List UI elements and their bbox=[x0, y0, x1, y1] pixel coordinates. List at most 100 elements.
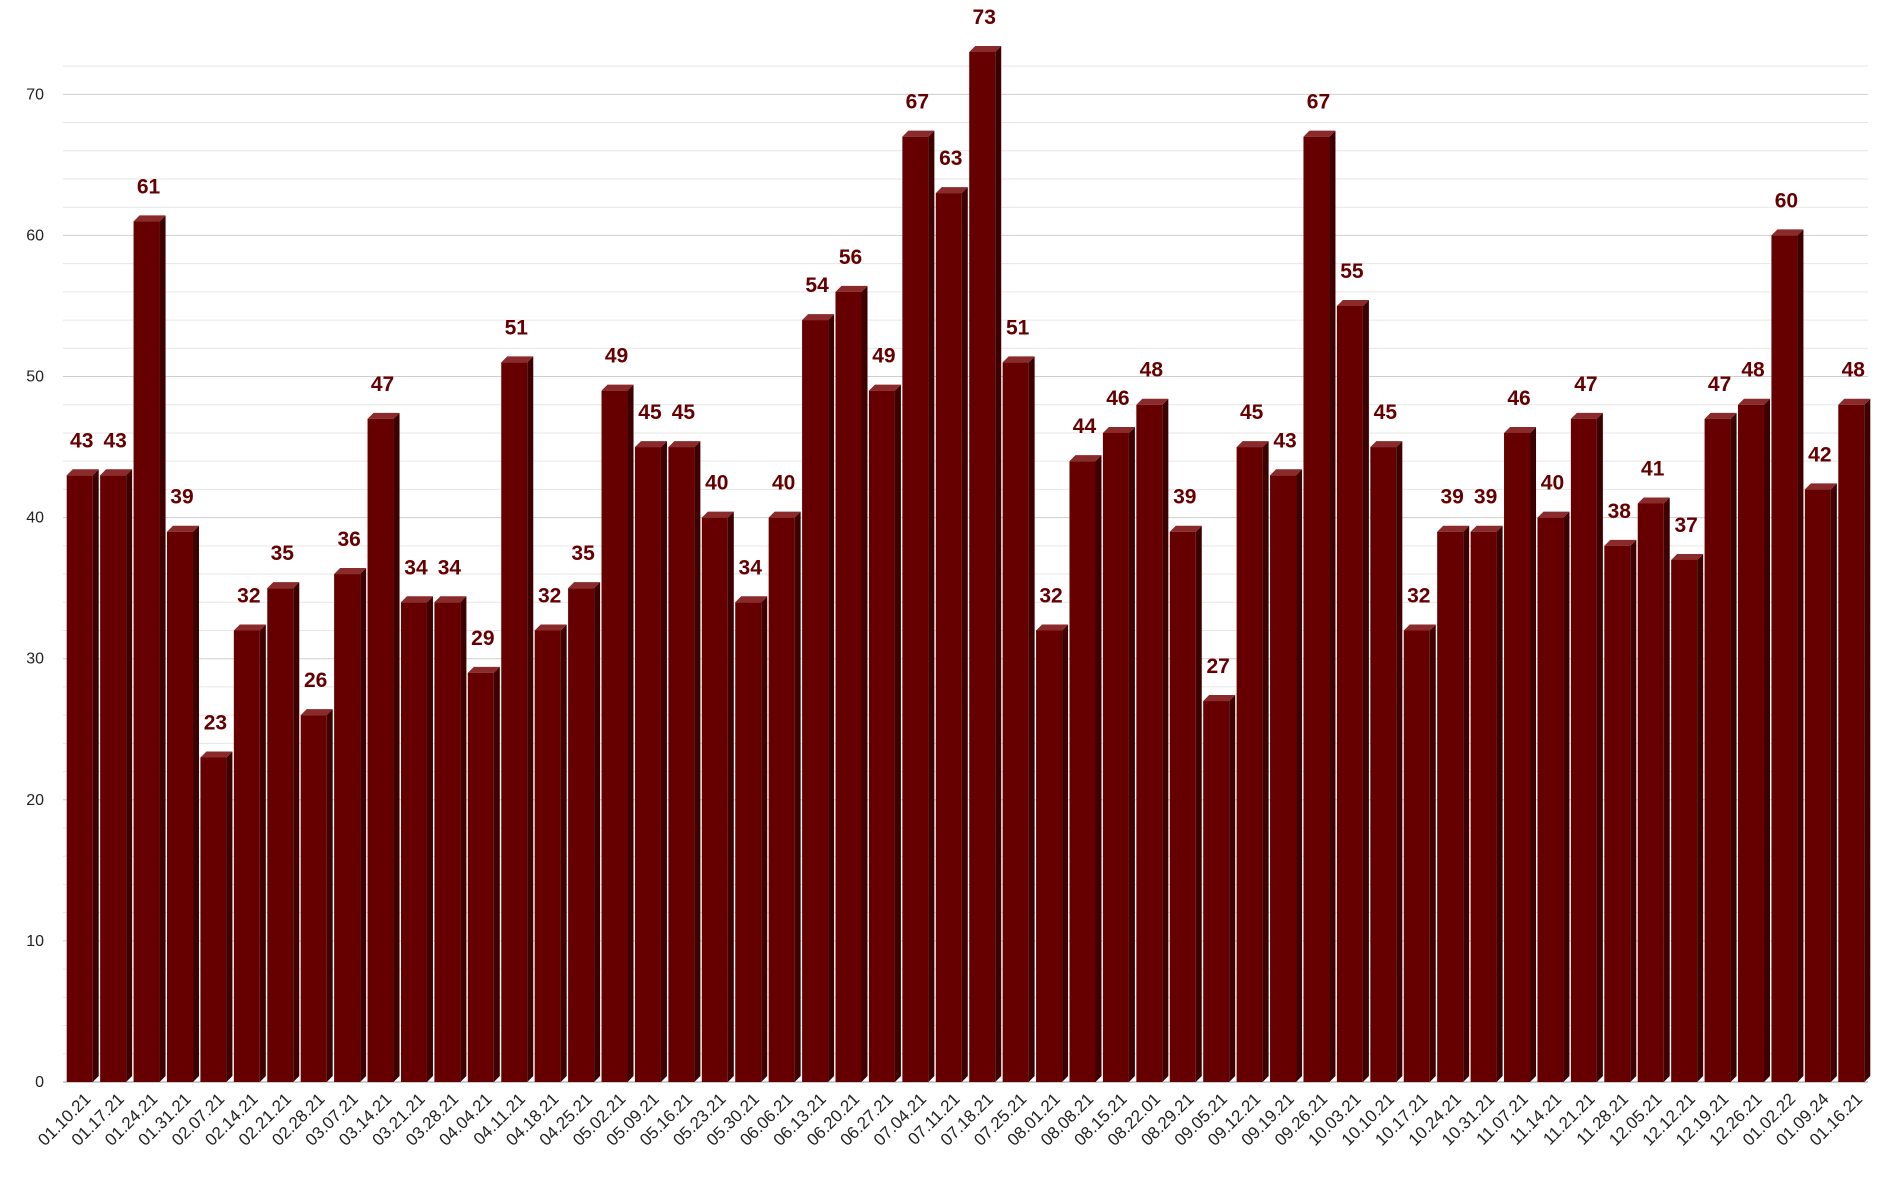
y-tick-label: 10 bbox=[26, 933, 44, 950]
bar bbox=[601, 384, 634, 1082]
bar bbox=[66, 469, 99, 1082]
data-label: 48 bbox=[1741, 359, 1765, 382]
y-tick-label: 60 bbox=[26, 227, 44, 244]
data-label: 48 bbox=[1842, 359, 1866, 382]
bar-top bbox=[1671, 553, 1704, 560]
bar-front bbox=[100, 475, 127, 1082]
data-label: 23 bbox=[204, 711, 227, 734]
data-label: 47 bbox=[1574, 373, 1597, 396]
bar bbox=[133, 215, 166, 1082]
data-label: 26 bbox=[304, 669, 327, 692]
bar-front bbox=[1236, 447, 1263, 1082]
data-label: 40 bbox=[1541, 472, 1564, 495]
bar-top bbox=[200, 751, 233, 758]
bar-side bbox=[861, 285, 868, 1082]
bar-front bbox=[1002, 362, 1029, 1082]
bar-front bbox=[66, 475, 93, 1082]
data-label: 32 bbox=[538, 584, 561, 607]
bar-top bbox=[835, 285, 868, 292]
bar-side bbox=[1697, 553, 1704, 1082]
bar-top bbox=[501, 356, 534, 363]
bar-front bbox=[1838, 404, 1865, 1082]
data-label: 32 bbox=[1407, 584, 1430, 607]
bar-front bbox=[1671, 559, 1698, 1082]
bar bbox=[1403, 624, 1436, 1082]
bar-side bbox=[1128, 426, 1135, 1083]
data-label: 39 bbox=[170, 486, 193, 509]
bar-front bbox=[133, 221, 160, 1082]
bar-top bbox=[768, 511, 801, 518]
bar-top bbox=[66, 469, 99, 476]
data-label: 35 bbox=[571, 542, 595, 565]
data-label: 39 bbox=[1173, 486, 1196, 509]
data-label: 45 bbox=[672, 401, 696, 424]
bar-side bbox=[560, 624, 567, 1082]
bar-top bbox=[969, 46, 1002, 52]
bar-front bbox=[1303, 136, 1330, 1082]
bar-top bbox=[802, 314, 835, 321]
bar-front bbox=[1370, 447, 1397, 1082]
bar-top bbox=[1437, 525, 1470, 532]
bar bbox=[300, 709, 333, 1082]
bar-front bbox=[1470, 531, 1497, 1082]
bar bbox=[434, 596, 467, 1082]
bar-front bbox=[568, 588, 595, 1082]
bar-top bbox=[735, 596, 768, 603]
data-label: 37 bbox=[1674, 514, 1697, 537]
bar-side bbox=[360, 568, 367, 1082]
bar-top bbox=[1303, 130, 1336, 137]
bar-side bbox=[1396, 441, 1403, 1082]
bar-side bbox=[159, 215, 166, 1082]
bar-side bbox=[1262, 441, 1269, 1082]
bar bbox=[935, 187, 968, 1082]
bar-front bbox=[1804, 489, 1831, 1083]
data-label: 56 bbox=[839, 246, 862, 269]
bar-front bbox=[868, 390, 895, 1082]
bar-side bbox=[1730, 412, 1737, 1082]
bar-top bbox=[1537, 511, 1570, 518]
bar bbox=[1437, 525, 1470, 1082]
bar-top bbox=[1504, 426, 1537, 433]
bar-front bbox=[902, 136, 929, 1082]
bar-front bbox=[1403, 630, 1430, 1082]
bar bbox=[568, 582, 601, 1082]
data-label: 43 bbox=[1273, 429, 1296, 452]
bar-front bbox=[1504, 432, 1531, 1083]
bar bbox=[367, 412, 400, 1082]
data-label: 67 bbox=[906, 91, 929, 114]
data-label: 63 bbox=[939, 147, 962, 170]
bar-top bbox=[534, 624, 567, 631]
bar-front bbox=[634, 447, 661, 1082]
bar-side bbox=[460, 596, 467, 1082]
bar-side bbox=[1195, 525, 1202, 1082]
bar-front bbox=[735, 602, 762, 1082]
bar bbox=[1537, 511, 1570, 1082]
data-label: 47 bbox=[1708, 373, 1731, 396]
bar bbox=[1637, 497, 1670, 1082]
bar bbox=[902, 130, 935, 1082]
data-label: 51 bbox=[1006, 316, 1030, 339]
bar bbox=[1236, 441, 1269, 1082]
bar-front bbox=[835, 291, 862, 1082]
bar-top bbox=[434, 596, 467, 603]
bar-top bbox=[1236, 441, 1269, 448]
bar-top bbox=[467, 666, 500, 673]
bar bbox=[100, 469, 133, 1082]
bar-side bbox=[660, 441, 667, 1082]
bar bbox=[701, 511, 734, 1082]
bar-front bbox=[1604, 545, 1631, 1082]
bar-front bbox=[200, 757, 227, 1082]
data-label: 60 bbox=[1775, 189, 1798, 212]
bar-side bbox=[761, 596, 768, 1082]
bar-front bbox=[534, 630, 561, 1082]
bar-front bbox=[1069, 461, 1096, 1082]
bar-side bbox=[995, 46, 1002, 1082]
bar-side bbox=[393, 412, 400, 1082]
bar-front bbox=[1704, 418, 1731, 1082]
data-label: 49 bbox=[872, 345, 895, 368]
bar-side bbox=[527, 356, 534, 1082]
bar-front bbox=[1270, 475, 1297, 1082]
bar-front bbox=[1169, 531, 1196, 1082]
bar bbox=[868, 384, 901, 1082]
bar-side bbox=[1864, 398, 1871, 1082]
